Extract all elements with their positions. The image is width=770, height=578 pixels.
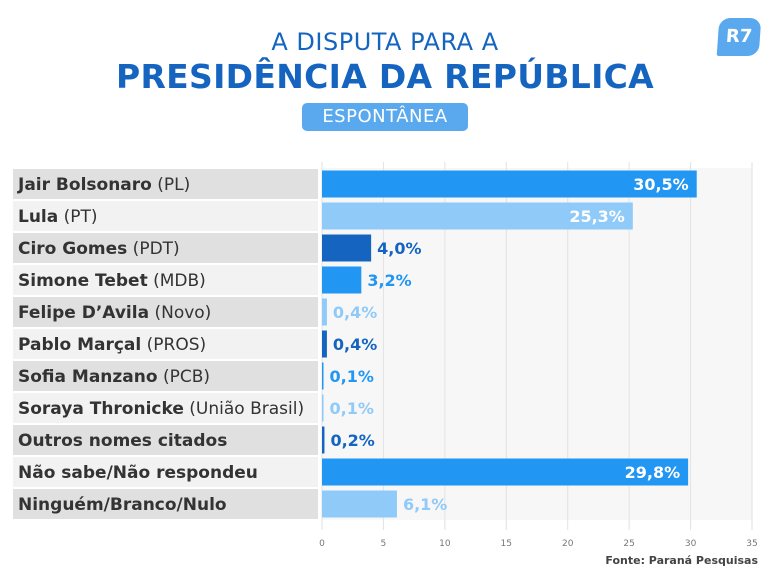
bar — [322, 266, 362, 294]
chart-title-line1: A DISPUTA PARA A — [271, 28, 499, 56]
category-band — [13, 169, 318, 199]
value-label: 0,2% — [330, 431, 374, 450]
bar — [322, 298, 327, 326]
value-label: 4,0% — [377, 239, 421, 258]
category-party: (PDT) — [127, 239, 179, 259]
category-name: Outros nomes citados — [18, 431, 227, 451]
x-tick-label: 10 — [439, 539, 451, 549]
x-tick-label: 25 — [623, 539, 634, 549]
category-label: Lula (PT) — [18, 207, 98, 227]
bar — [322, 426, 325, 454]
category-party: (União Brasil) — [184, 399, 304, 419]
category-party: (MDB) — [148, 271, 206, 291]
chart-title-line2: PRESIDÊNCIA DA REPÚBLICA — [115, 57, 655, 96]
bar — [322, 202, 633, 230]
category-band — [13, 361, 318, 391]
category-label: Sofia Manzano (PCB) — [18, 367, 210, 387]
category-name: Soraya Thronicke — [18, 399, 184, 419]
bar — [322, 394, 324, 422]
bar — [322, 234, 372, 262]
value-label: 0,4% — [333, 303, 377, 322]
category-label: Ciro Gomes (PDT) — [18, 239, 180, 259]
subtitle-badge: ESPONTÂNEA — [302, 103, 468, 131]
value-label: 0,1% — [330, 399, 374, 418]
x-tick-label: 0 — [319, 539, 325, 549]
category-label: Ninguém/Branco/Nulo — [18, 495, 227, 515]
category-name: Felipe D’Avila — [18, 303, 149, 323]
category-name: Ninguém/Branco/Nulo — [18, 495, 227, 515]
bar — [322, 330, 327, 358]
category-name: Não sabe/Não respondeu — [18, 463, 258, 483]
bar — [322, 170, 697, 198]
x-tick-label: 20 — [562, 539, 574, 549]
x-tick-label: 30 — [685, 539, 697, 549]
category-band — [13, 265, 318, 295]
category-label: Jair Bolsonaro (PL) — [17, 175, 190, 195]
category-label: Felipe D’Avila (Novo) — [18, 303, 211, 323]
x-tick-label: 35 — [746, 539, 757, 549]
category-label: Outros nomes citados — [18, 431, 227, 451]
category-band — [13, 201, 318, 231]
category-party: (PL) — [152, 175, 190, 195]
category-band — [13, 457, 318, 487]
bar — [322, 458, 689, 486]
category-label: Simone Tebet (MDB) — [18, 271, 206, 291]
category-name: Lula — [18, 207, 58, 227]
x-tick-label: 5 — [381, 539, 387, 549]
value-label: 0,4% — [333, 335, 377, 354]
category-band — [13, 297, 318, 327]
category-band — [13, 489, 318, 519]
category-party: (PCB) — [158, 367, 210, 387]
x-tick-label: 15 — [501, 539, 512, 549]
category-band — [13, 425, 318, 455]
source-note: Fonte: Paraná Pesquisas — [605, 554, 758, 567]
bar — [322, 490, 397, 518]
category-name: Jair Bolsonaro — [17, 175, 152, 195]
value-label: 29,8% — [625, 463, 681, 482]
category-name: Simone Tebet — [18, 271, 148, 291]
category-name: Pablo Marçal — [18, 335, 141, 355]
category-label: Pablo Marçal (PROS) — [18, 335, 206, 355]
category-name: Ciro Gomes — [18, 239, 127, 259]
category-band — [13, 233, 318, 263]
value-label: 0,1% — [330, 367, 374, 386]
category-name: Sofia Manzano — [18, 367, 158, 387]
value-label: 6,1% — [403, 495, 447, 514]
category-label: Não sabe/Não respondeu — [18, 463, 258, 483]
category-band — [13, 393, 318, 423]
category-party: (PROS) — [141, 335, 206, 355]
category-party: (Novo) — [149, 303, 211, 323]
category-band — [13, 329, 318, 359]
value-label: 30,5% — [633, 175, 689, 194]
category-party: (PT) — [58, 207, 97, 227]
value-label: 3,2% — [367, 271, 411, 290]
bar — [322, 362, 324, 390]
value-label: 25,3% — [569, 207, 625, 226]
category-label: Soraya Thronicke (União Brasil) — [18, 399, 304, 419]
